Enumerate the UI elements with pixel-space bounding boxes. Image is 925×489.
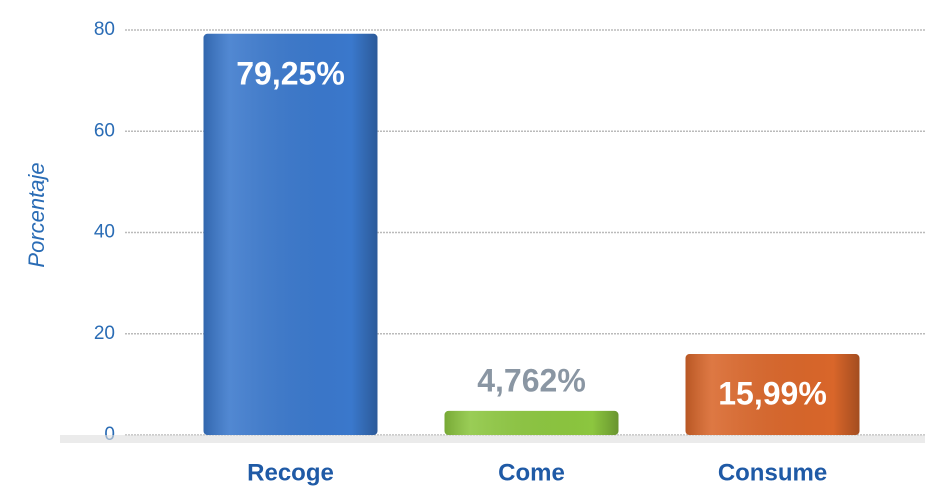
bar-shade [685, 354, 860, 435]
y-tick-label: 40 [94, 222, 115, 243]
y-tick-label: 0 [104, 424, 115, 445]
y-tick-label: 60 [94, 120, 115, 141]
y-axis-title: Porcentaje [24, 162, 49, 267]
bar-shade [444, 410, 619, 435]
x-tick-label: Come [498, 459, 565, 486]
bar-shade [203, 33, 378, 435]
x-tick-label: Consume [718, 459, 827, 486]
y-tick-label: 80 [94, 19, 115, 40]
y-tick-label: 20 [94, 323, 115, 344]
value-label: 15,99% [718, 376, 827, 412]
value-label: 79,25% [236, 55, 345, 91]
value-label: 4,762% [477, 362, 586, 398]
floor-shadow [60, 435, 925, 443]
x-tick-label: Recoge [247, 459, 334, 486]
